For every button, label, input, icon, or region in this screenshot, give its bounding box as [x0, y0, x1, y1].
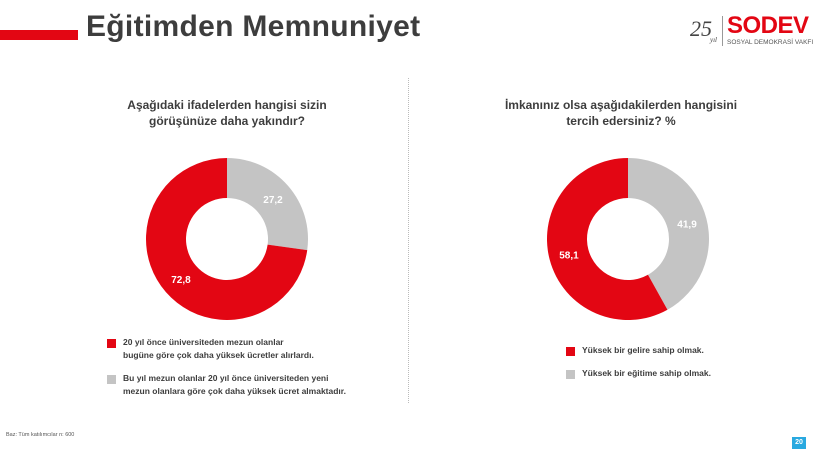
- right-question-line-2: tercih edersiniz? %: [566, 114, 676, 128]
- donut-1-slice-1: [628, 158, 709, 310]
- donut-1-slice-0: [547, 158, 668, 320]
- left-donut-chart: 27,2 72,8: [146, 158, 308, 320]
- page-number-badge: 20: [792, 437, 806, 449]
- sodev-logo: 25 yıl SODEV SOSYAL DEMOKRASİ VAKFI: [690, 12, 813, 48]
- legend-1-item-1-line-0: Yüksek bir eğitime sahip olmak.: [582, 368, 711, 378]
- logo-anniversary-number: 25: [690, 16, 712, 41]
- donut-0-slice-0: [146, 158, 308, 320]
- legend-0-item-0-line-1: bugüne göre çok daha yüksek ücretler alı…: [123, 350, 314, 360]
- logo-wordmark: SODEV: [727, 12, 809, 39]
- donut-0-label-0: 72,8: [171, 275, 191, 286]
- left-question-line-2: görüşünüze daha yakındır?: [148, 114, 306, 128]
- legend-1-swatch-0: [566, 347, 575, 356]
- right-question-line-1: İmkanınız olsa aşağıdakilerden hangisini: [504, 98, 738, 112]
- legend-0-swatch-1: [107, 375, 116, 384]
- legend-0-item-1-line-0: Bu yıl mezun olanlar 20 yıl önce ünivers…: [123, 373, 329, 383]
- donut-1-label-1: 41,9: [677, 220, 697, 231]
- legend-1-swatch-1: [566, 370, 575, 379]
- column-divider: [408, 78, 409, 403]
- left-chart-legend: 20 yıl önce üniversiteden mezun olanlar b…: [107, 336, 346, 408]
- donut-0-label-1: 27,2: [263, 195, 283, 206]
- title-accent-bar: [0, 30, 78, 40]
- legend-0-item-0-line-0: 20 yıl önce üniversiteden mezun olanlar: [123, 337, 284, 347]
- right-donut-chart: 41,9 58,1: [547, 158, 709, 320]
- legend-0-item-1: Bu yıl mezun olanlar 20 yıl önce ünivers…: [107, 372, 346, 398]
- donut-0-slice-1: [227, 158, 308, 251]
- right-chart-question: İmkanınız olsa aşağıdakilerden hangisini…: [471, 97, 771, 129]
- legend-0-item-1-line-1: mezun olanlara göre çok daha yüksek ücre…: [123, 386, 346, 396]
- legend-1-item-0-line-0: Yüksek bir gelire sahip olmak.: [582, 345, 704, 355]
- left-chart-question: Aşağıdaki ifadelerden hangisi sizin görü…: [77, 97, 377, 129]
- page-title: Eğitimden Memnuniyet: [86, 10, 421, 43]
- legend-1-item-1: Yüksek bir eğitime sahip olmak.: [566, 367, 711, 380]
- legend-1-item-0: Yüksek bir gelire sahip olmak.: [566, 344, 711, 357]
- logo-subtitle: SOSYAL DEMOKRASİ VAKFI: [727, 39, 814, 46]
- base-note: Baz: Tüm katılımcılar n: 600: [6, 432, 75, 438]
- logo-year-label: yıl: [710, 36, 717, 44]
- right-chart-legend: Yüksek bir gelire sahip olmak. Yüksek bir…: [566, 344, 711, 390]
- legend-0-item-0: 20 yıl önce üniversiteden mezun olanlar b…: [107, 336, 346, 362]
- donut-1-label-0: 58,1: [559, 250, 579, 261]
- logo-separator: [722, 16, 723, 46]
- legend-0-swatch-0: [107, 339, 116, 348]
- left-question-line-1: Aşağıdaki ifadelerden hangisi sizin: [127, 98, 327, 112]
